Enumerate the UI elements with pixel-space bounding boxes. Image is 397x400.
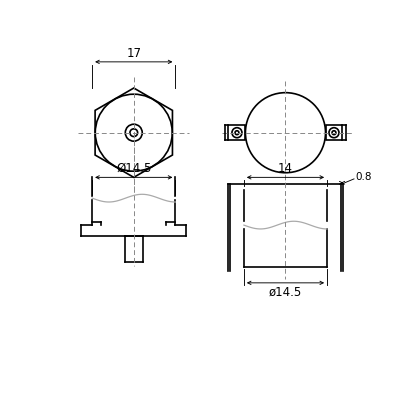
Text: 17: 17 (126, 46, 141, 60)
Bar (229, 125, 245, 140)
Text: 14: 14 (278, 162, 293, 175)
Bar (326, 125, 343, 140)
Text: 0.8: 0.8 (356, 172, 372, 182)
Text: Ø14.5: Ø14.5 (116, 162, 152, 175)
Text: ø14.5: ø14.5 (269, 285, 302, 298)
